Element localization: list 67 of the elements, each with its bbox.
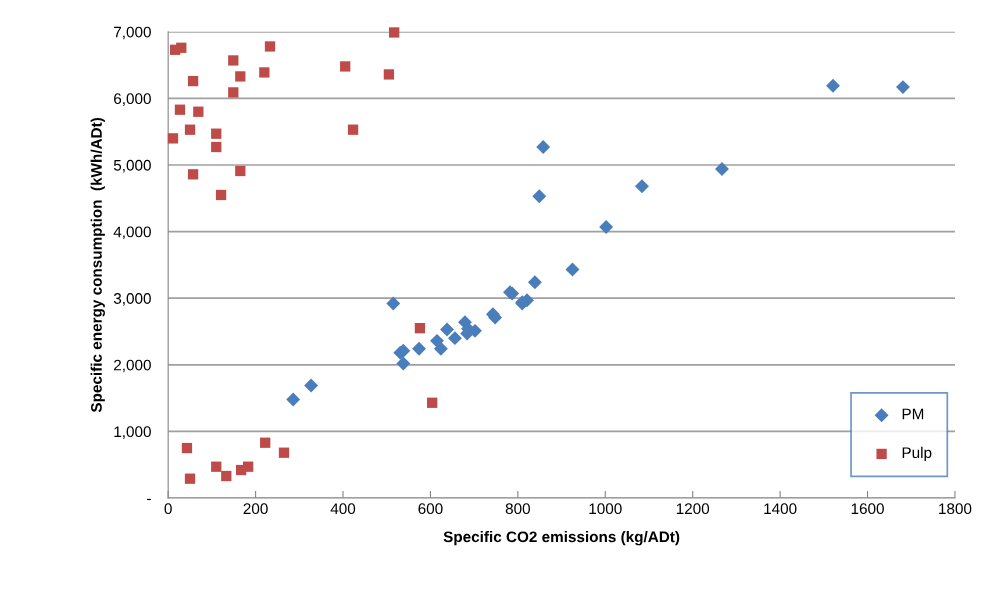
point <box>181 442 193 454</box>
point <box>184 124 196 135</box>
x-tick-label: 400 <box>330 503 356 515</box>
point <box>187 75 199 87</box>
point <box>184 473 196 484</box>
y-tick-label: 2,000 <box>114 359 151 373</box>
x-tick-label: 600 <box>418 503 443 515</box>
point <box>243 461 254 472</box>
x-tick-label: 1200 <box>676 503 710 515</box>
x-axis-title: Specific CO2 emissions (kg/ADt) <box>443 530 680 546</box>
point <box>167 133 179 144</box>
point <box>386 296 401 311</box>
point <box>383 69 395 80</box>
x-tick-label: 1800 <box>939 503 972 515</box>
point <box>259 67 270 78</box>
point <box>304 378 319 393</box>
point <box>599 219 614 234</box>
y-axis-title: Specific energy consumption (kWh/ADt) <box>90 117 105 413</box>
point <box>895 80 910 95</box>
point <box>193 106 204 117</box>
point <box>211 461 222 472</box>
x-tick-label: 200 <box>243 503 268 515</box>
point <box>427 397 438 408</box>
x-tick-label: 800 <box>505 503 530 515</box>
point <box>447 331 462 346</box>
legend-label: Pulp <box>902 446 932 462</box>
point <box>440 322 454 337</box>
point <box>221 470 232 482</box>
point <box>176 42 187 53</box>
point <box>635 179 649 194</box>
point <box>412 341 427 356</box>
point <box>235 71 246 82</box>
y-tick-label: 7,000 <box>114 26 151 40</box>
point <box>260 437 271 448</box>
x-tick-label: 0 <box>164 503 172 515</box>
point <box>826 78 840 93</box>
point <box>286 392 301 407</box>
point <box>389 27 400 38</box>
point <box>215 189 227 201</box>
y-tick-label: 3,000 <box>113 293 151 306</box>
point <box>396 356 411 371</box>
x-tick-label: 1000 <box>589 503 622 515</box>
point <box>228 87 239 98</box>
y-tick-label: 4,000 <box>113 226 151 240</box>
y-tick-label: - <box>147 498 151 501</box>
point <box>414 323 426 334</box>
point <box>527 275 542 290</box>
point <box>347 124 359 135</box>
point <box>433 341 448 356</box>
point <box>235 165 246 177</box>
point <box>211 128 222 139</box>
x-tick-label: 1400 <box>764 503 797 515</box>
point <box>264 41 276 52</box>
y-tick-label: 1,000 <box>114 426 151 439</box>
point <box>211 141 222 153</box>
y-tick-label: 5,000 <box>113 159 151 173</box>
point <box>174 104 186 115</box>
point <box>278 447 290 458</box>
y-tick-label: 6,000 <box>114 93 151 106</box>
point <box>532 189 547 204</box>
point <box>228 55 239 66</box>
legend-label: PM <box>902 408 924 420</box>
point <box>536 140 551 154</box>
x-tick-label: 1600 <box>851 503 884 515</box>
point <box>340 61 351 72</box>
point <box>565 262 580 277</box>
point <box>187 169 199 180</box>
